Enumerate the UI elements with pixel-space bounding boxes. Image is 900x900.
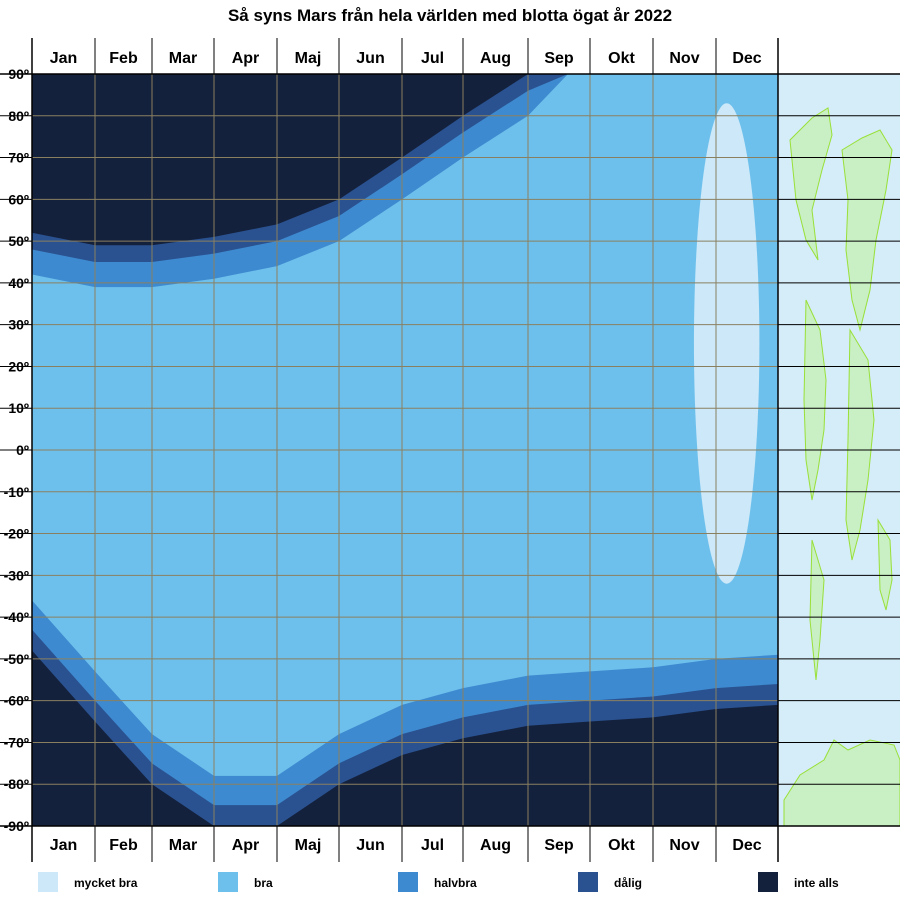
month-label-top: Nov bbox=[669, 50, 699, 67]
month-label-top: Sep bbox=[544, 50, 574, 67]
bottom-month-row: Jan Feb Mar Apr Maj Jun Jul Aug Sep Okt Nov Dec bbox=[31, 826, 779, 862]
map-land-shape bbox=[789, 107, 833, 261]
region-mycket-bra bbox=[693, 103, 760, 584]
legend-label: bra bbox=[254, 876, 273, 890]
top-month-row: Jan Feb Mar Apr Maj Jun Jul Aug Sep Okt Nov Dec bbox=[31, 38, 779, 74]
map-land-shape bbox=[783, 739, 900, 826]
month-label-top: Jan bbox=[50, 50, 78, 67]
month-label-bottom: Okt bbox=[608, 837, 635, 854]
legend-label: inte alls bbox=[794, 876, 839, 890]
month-label-bottom: Nov bbox=[669, 837, 699, 854]
month-label-top: Jun bbox=[356, 50, 384, 67]
legend-label: halvbra bbox=[434, 876, 477, 890]
chart-frame bbox=[0, 38, 900, 862]
legend-label: mycket bra bbox=[74, 876, 138, 890]
grid-lines bbox=[32, 74, 900, 826]
legend-swatch bbox=[38, 872, 58, 892]
month-label-bottom: Sep bbox=[544, 837, 574, 854]
region-north-inte-alls bbox=[32, 74, 568, 246]
month-label-top: Maj bbox=[295, 50, 322, 67]
month-label-top: Jul bbox=[421, 50, 444, 67]
month-label-top: Feb bbox=[109, 50, 138, 67]
month-label-bottom: Maj bbox=[295, 837, 322, 854]
map-land-shape bbox=[841, 129, 893, 332]
month-label-top: Mar bbox=[169, 50, 197, 67]
map-land bbox=[783, 107, 900, 826]
month-label-top: Apr bbox=[232, 50, 260, 67]
month-label-bottom: Feb bbox=[109, 837, 138, 854]
month-label-bottom: Jan bbox=[50, 837, 78, 854]
month-label-bottom: Jun bbox=[356, 837, 384, 854]
legend-label: dålig bbox=[614, 876, 642, 890]
month-label-top: Dec bbox=[732, 50, 761, 67]
legend-swatch bbox=[398, 872, 418, 892]
map-land-shape bbox=[845, 328, 875, 561]
map-land-shape bbox=[877, 518, 893, 611]
month-label-bottom: Mar bbox=[169, 837, 197, 854]
region-south-inte-alls bbox=[32, 650, 778, 826]
month-label-bottom: Jul bbox=[421, 837, 444, 854]
month-label-bottom: Apr bbox=[232, 837, 260, 854]
legend-swatch bbox=[578, 872, 598, 892]
legend-swatch bbox=[758, 872, 778, 892]
month-label-top: Okt bbox=[608, 50, 635, 67]
month-label-bottom: Aug bbox=[480, 837, 511, 854]
legend: mycket bra bra halvbra dålig inte alls bbox=[38, 872, 839, 892]
chart-title: Så syns Mars från hela världen med blott… bbox=[227, 6, 673, 25]
month-label-top: Aug bbox=[480, 50, 511, 67]
legend-swatch bbox=[218, 872, 238, 892]
month-label-bottom: Dec bbox=[732, 837, 761, 854]
latitude-axis: 90º80º70º60º50º40º30º20º10º0º-10º-20º-30… bbox=[0, 66, 32, 834]
